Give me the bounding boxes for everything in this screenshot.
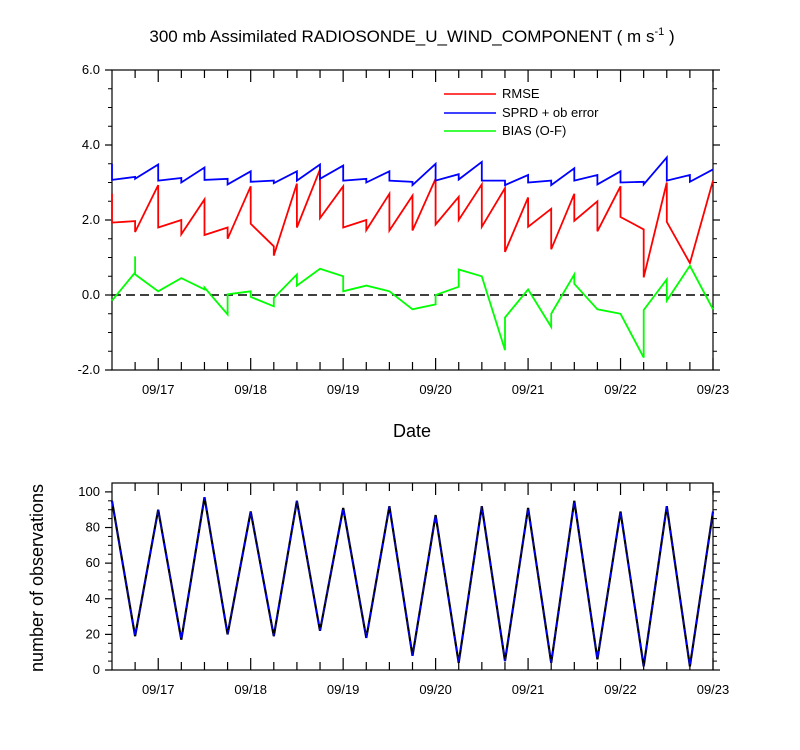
legend: RMSE SPRD + ob error BIAS (O-F) <box>444 86 599 138</box>
bottom-y-tick-label: 0 <box>93 662 100 677</box>
top-y-tick-label: 2.0 <box>82 212 100 227</box>
bottom-x-tick-label: 09/23 <box>697 682 730 697</box>
top-y-tick-label: 0.0 <box>82 287 100 302</box>
bottom-y-tick-label: 100 <box>78 484 100 499</box>
series-line-rmse <box>111 169 714 278</box>
bottom-series-group <box>110 497 715 667</box>
bottom-x-tick-label: 09/19 <box>327 682 360 697</box>
bottom-x-tick-label: 09/17 <box>142 682 175 697</box>
top-y-tick-label: 6.0 <box>82 62 100 77</box>
rmse-spread-bias-panel: 09/17 09/18 09/19 09/20 09/21 09/22 09/23 -2.0 0… <box>78 62 730 441</box>
legend-label-sprd: SPRD + ob error <box>502 105 599 120</box>
legend-label-bias: BIAS (O-F) <box>502 123 566 138</box>
bottom-x-tick-label: 09/20 <box>419 682 452 697</box>
top-y-tick-label: 4.0 <box>82 137 100 152</box>
top-axis-ticks: 09/17 09/18 09/19 09/20 09/21 09/22 09/23 -2.0 0… <box>78 62 730 397</box>
y-axis-label-observations: number of observations <box>27 484 47 672</box>
bottom-x-tick-label: 09/18 <box>234 682 267 697</box>
top-x-tick-label: 09/17 <box>142 382 175 397</box>
top-x-tick-label: 09/23 <box>697 382 730 397</box>
top-series-group <box>111 154 714 359</box>
series-line-count-1 <box>111 497 714 667</box>
series-line-count-0 <box>110 497 715 667</box>
top-x-tick-label: 09/20 <box>419 382 452 397</box>
top-x-tick-label: 09/18 <box>234 382 267 397</box>
bottom-y-tick-label: 20 <box>86 626 100 641</box>
top-x-tick-label: 09/19 <box>327 382 360 397</box>
top-y-tick-label: -2.0 <box>78 362 100 377</box>
bottom-x-tick-label: 09/21 <box>512 682 545 697</box>
observation-count-panel: 09/17 09/18 09/19 09/20 09/21 09/22 09/23 0 20 40… <box>27 482 730 697</box>
top-x-tick-label: 09/22 <box>604 382 637 397</box>
bottom-y-tick-label: 80 <box>86 520 100 535</box>
bottom-x-tick-label: 09/22 <box>604 682 637 697</box>
top-x-tick-label: 09/21 <box>512 382 545 397</box>
chart-title: 300 mb Assimilated RADIOSONDE_U_WIND_COM… <box>149 26 674 46</box>
series-line-bias-o-f <box>111 256 714 359</box>
bottom-y-tick-label: 60 <box>86 555 100 570</box>
x-axis-label: Date <box>393 421 431 441</box>
legend-label-rmse: RMSE <box>502 86 540 101</box>
bottom-y-tick-label: 40 <box>86 591 100 606</box>
series-line-sprd-ob-error <box>111 154 714 188</box>
